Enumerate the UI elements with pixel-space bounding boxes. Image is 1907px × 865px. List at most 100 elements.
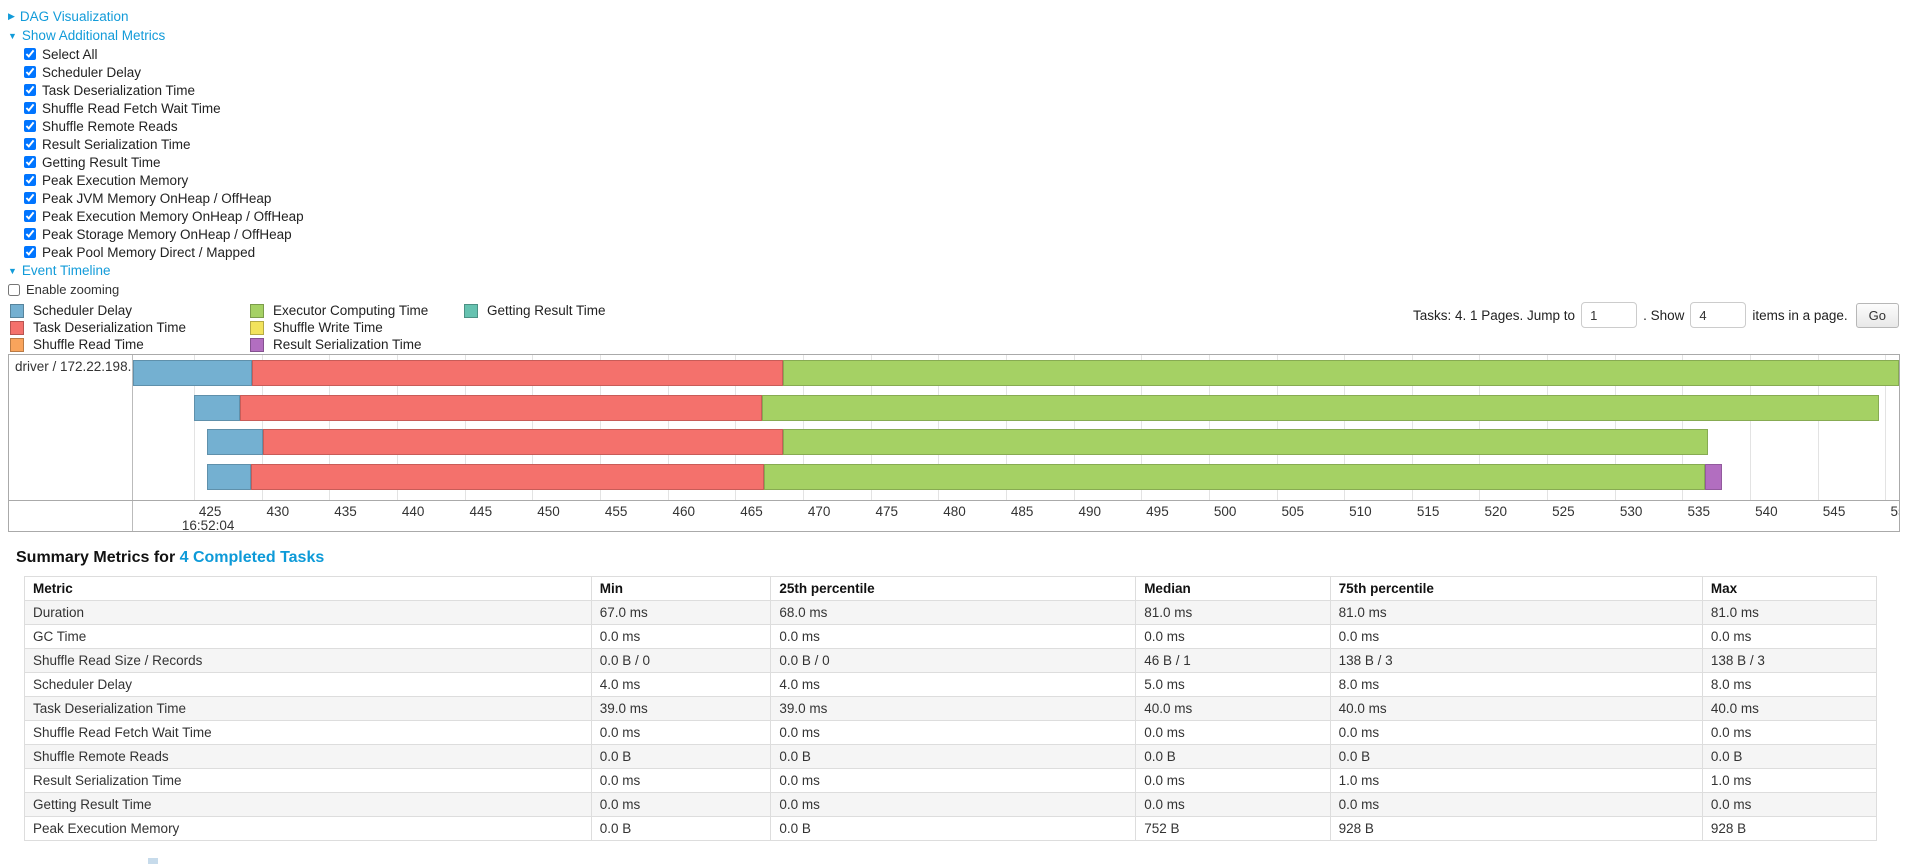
legend-swatch-icon: [10, 303, 24, 318]
gridline: [870, 355, 872, 500]
dag-visualization-label: DAG Visualization: [19, 9, 129, 24]
items-per-page-input[interactable]: [1690, 302, 1747, 328]
gridline: [1411, 355, 1413, 500]
task-row: [133, 394, 1899, 421]
metric-checkbox-label: Getting Result Time: [42, 154, 161, 170]
metric-name-cell: Scheduler Delay: [24, 672, 592, 697]
x-axis-tick-label: 450: [537, 504, 560, 519]
legend-label: Shuffle Read Time: [33, 337, 144, 352]
legend-swatch-icon: [10, 337, 24, 352]
legend-label: Result Serialization Time: [273, 337, 422, 352]
metric-checkbox-peak-execution-memory[interactable]: [24, 174, 36, 186]
x-axis-time-label: 16:52:04: [181, 518, 235, 531]
gridline: [464, 355, 466, 500]
gridline: [532, 355, 534, 500]
x-axis-tick-label: 430: [266, 504, 290, 519]
metric-value-cell: 40.0 ms: [1701, 696, 1878, 721]
metric-value-cell: 0.0 ms: [1135, 768, 1331, 793]
metric-checkbox-scheduler-delay[interactable]: [24, 66, 36, 78]
legend-swatch-icon: [250, 320, 264, 335]
metric-value-cell: 0.0 ms: [770, 720, 1137, 745]
metric-checkbox-task-deserialization-time[interactable]: [24, 84, 36, 96]
cut-off-next-section: [148, 858, 158, 864]
metric-checkbox-row: Peak Execution Memory: [24, 171, 1907, 189]
legend-pagination-band: Scheduler Delay Task Deserialization Time…: [8, 302, 1907, 352]
metric-value-cell: 0.0 ms: [1701, 624, 1878, 649]
gridline: [938, 355, 940, 500]
metric-value-cell: 40.0 ms: [1329, 696, 1703, 721]
metric-name-cell: Shuffle Remote Reads: [24, 744, 592, 769]
task-segment-task-deserialization-time: [250, 463, 764, 490]
event-timeline-label: Event Timeline: [21, 263, 111, 278]
metric-value-cell: 0.0 B: [590, 744, 772, 769]
metric-checkbox-shuffle-read-fetch-wait-time[interactable]: [24, 102, 36, 114]
metric-value-cell: 0.0 B / 0: [770, 648, 1137, 673]
metric-checkbox-label: Result Serialization Time: [42, 136, 191, 152]
chevron-right-icon: ▶: [8, 11, 15, 21]
completed-tasks-link[interactable]: 4 Completed Tasks: [179, 549, 325, 566]
table-header-cell: 75th percentile: [1329, 576, 1703, 601]
task-row: [133, 360, 1899, 386]
x-axis-tick-label: 495: [1146, 504, 1169, 519]
metric-value-cell: 4.0 ms: [770, 672, 1137, 697]
pagination-mid-text: . Show: [1643, 307, 1685, 323]
metric-value-cell: 0.0 ms: [1135, 792, 1331, 817]
go-button[interactable]: Go: [1855, 302, 1899, 328]
metric-checkbox-getting-result-time[interactable]: [24, 156, 36, 168]
metric-value-cell: 1.0 ms: [1329, 768, 1703, 793]
table-row: Result Serialization Time 0.0 ms 0.0 ms 0.0…: [24, 768, 1878, 793]
metric-value-cell: 0.0 ms: [590, 792, 772, 817]
metric-checkbox-result-serialization-time[interactable]: [24, 138, 36, 150]
enable-zooming-checkbox[interactable]: [8, 283, 20, 296]
metric-checkbox-row: Result Serialization Time: [24, 135, 1907, 153]
metric-value-cell: 8.0 ms: [1329, 672, 1703, 697]
show-additional-metrics-label: Show Additional Metrics: [21, 28, 166, 43]
task-segment-task-deserialization-time: [252, 360, 783, 386]
legend-item: Result Serialization Time: [248, 336, 462, 353]
metric-name-cell: Duration: [24, 600, 592, 625]
metric-checkbox-peak-pool-memory-direct-mapped[interactable]: [24, 246, 36, 258]
metric-value-cell: 0.0 B: [1701, 744, 1878, 769]
show-additional-metrics-toggle[interactable]: ▼ Show Additional Metrics: [8, 26, 1907, 45]
stage-detail-page: ▶ DAG Visualization ▼ Show Additional Me…: [8, 7, 1907, 864]
metric-name-cell: Task Deserialization Time: [24, 696, 592, 721]
metric-value-cell: 0.0 ms: [590, 720, 772, 745]
metric-value-cell: 0.0 ms: [1329, 720, 1703, 745]
metric-checkbox-shuffle-remote-reads[interactable]: [24, 120, 36, 132]
table-header-cell: Min: [590, 576, 772, 601]
legend-item: Scheduler Delay: [8, 302, 248, 319]
gridline: [735, 355, 737, 500]
jump-to-page-input[interactable]: [1581, 302, 1638, 328]
x-axis-tick-label: 550: [1890, 504, 1899, 519]
metric-value-cell: 0.0 ms: [770, 792, 1137, 817]
x-axis-tick-label: 445: [469, 504, 493, 519]
x-axis-tick-label: 490: [1078, 504, 1102, 519]
gridline: [1208, 355, 1210, 500]
metric-value-cell: 8.0 ms: [1701, 672, 1878, 697]
gridline: [1682, 355, 1684, 500]
table-row: Shuffle Remote Reads 0.0 B 0.0 B 0.0 B 0.0 B…: [24, 744, 1878, 769]
metric-name-cell: GC Time: [24, 624, 592, 649]
metric-checkbox-peak-jvm-memory-onheap-offheap[interactable]: [24, 192, 36, 204]
table-row: Peak Execution Memory 0.0 B 0.0 B 752 B 928 …: [24, 816, 1878, 841]
gridline: [1073, 355, 1075, 500]
x-axis-tick-label: 515: [1416, 504, 1440, 519]
metric-value-cell: 0.0 ms: [1329, 792, 1703, 817]
legend-swatch-icon: [250, 303, 264, 318]
metric-checkbox-row: Shuffle Remote Reads: [24, 117, 1907, 135]
metric-value-cell: 752 B: [1135, 816, 1331, 841]
metric-value-cell: 0.0 ms: [770, 768, 1137, 793]
metric-checkbox-peak-storage-memory-onheap-offheap[interactable]: [24, 228, 36, 240]
metric-name-cell: Shuffle Read Size / Records: [24, 648, 592, 673]
gridline: [193, 355, 195, 500]
event-timeline-toggle[interactable]: ▼ Event Timeline: [8, 261, 1907, 280]
metric-value-cell: 0.0 ms: [590, 624, 772, 649]
table-header-cell: Metric: [24, 576, 592, 601]
dag-visualization-toggle[interactable]: ▶ DAG Visualization: [8, 7, 1907, 26]
metric-checkbox-peak-execution-memory-onheap-offheap[interactable]: [24, 210, 36, 222]
x-axis-tick-label: 470: [807, 504, 831, 519]
metric-value-cell: 0.0 B: [770, 816, 1137, 841]
task-segment-executor-computing-time: [782, 429, 1709, 455]
legend-label: Getting Result Time: [487, 303, 606, 318]
metric-checkbox-select-all[interactable]: [24, 48, 36, 60]
